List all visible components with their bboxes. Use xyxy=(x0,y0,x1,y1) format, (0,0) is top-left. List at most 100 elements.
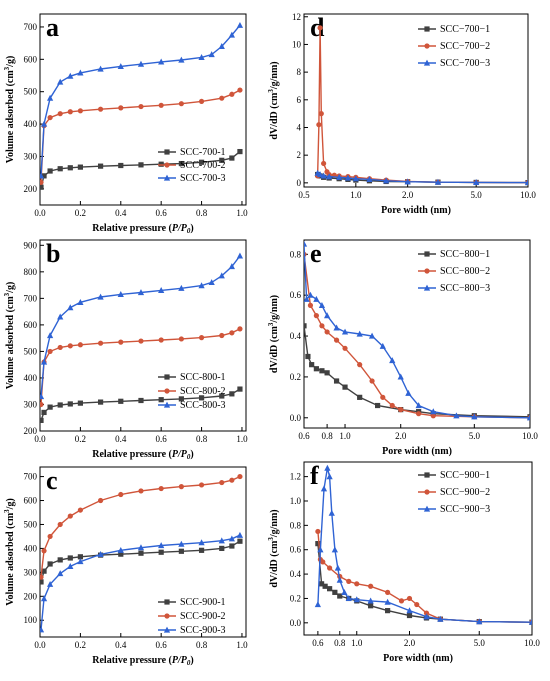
chart-panel-e: 0.6 0.8 1.0 2.0 5.0 10.0 0.0 0.2 0.4 0.6 0.8 Pore w… xyxy=(267,239,538,457)
x-tick-label: 0.4 xyxy=(115,434,127,444)
data-point xyxy=(318,302,326,308)
data-point xyxy=(57,111,63,117)
data-point xyxy=(47,348,53,355)
data-point xyxy=(77,400,83,406)
y-tick-label: 800 xyxy=(24,267,38,277)
data-point xyxy=(383,177,390,184)
legend-marker xyxy=(164,613,170,619)
legend-marker xyxy=(164,162,170,168)
data-point xyxy=(341,328,349,335)
data-point xyxy=(337,593,343,599)
y-tick-label: 700 xyxy=(24,22,38,32)
legend: SCC−700−1 SCC−700−2 SCC−700−3 xyxy=(418,24,490,69)
data-point xyxy=(198,547,205,553)
data-point xyxy=(331,546,338,553)
series-line xyxy=(40,255,241,397)
x-axis-label: Pore width (nm) xyxy=(382,446,452,457)
data-point xyxy=(415,402,422,409)
data-point xyxy=(97,551,104,557)
data-point xyxy=(237,148,243,155)
x-tick-label: 1.0 xyxy=(236,640,248,650)
x-tick-label: 10.0 xyxy=(524,638,540,648)
data-point xyxy=(334,564,341,571)
data-point xyxy=(198,159,205,165)
data-point xyxy=(320,485,328,492)
data-point xyxy=(198,482,205,488)
legend-marker xyxy=(164,599,170,605)
data-point xyxy=(389,402,395,409)
data-point xyxy=(229,330,235,336)
data-point xyxy=(315,541,321,547)
data-point xyxy=(321,160,327,167)
data-point xyxy=(118,162,124,169)
data-point xyxy=(57,570,64,577)
panel-letter: d xyxy=(310,13,325,42)
data-point xyxy=(345,595,352,602)
data-point xyxy=(336,576,343,583)
legend-marker xyxy=(164,374,170,380)
data-point xyxy=(97,340,104,346)
data-point xyxy=(158,337,164,343)
series-e-3 xyxy=(304,240,530,421)
data-point xyxy=(229,391,235,397)
y-tick-label: 4 xyxy=(297,122,302,132)
data-point xyxy=(46,580,54,587)
data-point xyxy=(304,323,307,329)
x-tick-label: 0.6 xyxy=(298,431,310,441)
data-point xyxy=(40,120,48,127)
data-point xyxy=(40,393,45,400)
data-point xyxy=(67,555,73,561)
y-tick-label: 600 xyxy=(24,320,38,330)
data-point xyxy=(118,339,124,345)
data-point xyxy=(318,111,324,117)
data-point xyxy=(67,72,74,79)
legend-entry: SCC-800-3 xyxy=(180,400,226,411)
data-point xyxy=(313,295,320,302)
data-point xyxy=(324,329,330,335)
data-point xyxy=(40,417,44,423)
data-point xyxy=(57,344,63,351)
data-point xyxy=(228,263,235,270)
y-tick-label: 0.6 xyxy=(290,290,302,300)
data-point xyxy=(237,538,243,544)
data-point xyxy=(77,69,84,76)
data-point xyxy=(319,368,325,374)
data-point xyxy=(158,287,165,294)
y-axis-label: dV/dD (cm3/g/nm) xyxy=(267,61,280,139)
x-tick-label: 0.6 xyxy=(312,638,324,648)
data-point xyxy=(47,168,53,174)
data-point xyxy=(366,176,373,182)
y-tick-label: 10 xyxy=(292,39,302,49)
data-point xyxy=(309,362,315,368)
data-point xyxy=(333,337,340,343)
series-line xyxy=(317,531,532,623)
panel-letter: a xyxy=(46,13,59,42)
data-point xyxy=(317,546,324,553)
data-point xyxy=(218,537,225,544)
data-point xyxy=(178,101,184,107)
data-point xyxy=(317,25,323,31)
data-point xyxy=(384,598,391,605)
series-b-1 xyxy=(40,386,243,423)
legend-marker xyxy=(424,268,430,274)
x-tick-label: 2.0 xyxy=(395,431,407,441)
panel-letter: f xyxy=(310,461,319,490)
chart-panel-a: 0.0 0.2 0.4 0.6 0.8 1.0 200 300 400 500 600 700 Rela… xyxy=(3,13,248,235)
data-point xyxy=(47,533,53,540)
data-point xyxy=(236,252,244,259)
data-point xyxy=(219,157,225,163)
x-axis-label: Relative pressure (P/P0) xyxy=(92,449,193,461)
x-axis-label: Relative pressure (P/P0) xyxy=(92,655,193,667)
x-tick-label: 1.0 xyxy=(236,434,248,444)
data-point xyxy=(67,401,73,407)
x-axis-label: Pore width (nm) xyxy=(381,205,451,216)
data-point xyxy=(41,409,47,416)
x-tick-label: 5.0 xyxy=(469,431,481,441)
x-tick-label: 1.0 xyxy=(350,190,362,200)
panel-letter: e xyxy=(310,239,322,268)
y-tick-label: 400 xyxy=(24,543,38,553)
data-point xyxy=(333,324,340,331)
data-point xyxy=(138,103,144,110)
data-point xyxy=(319,323,325,329)
data-point xyxy=(137,60,145,67)
